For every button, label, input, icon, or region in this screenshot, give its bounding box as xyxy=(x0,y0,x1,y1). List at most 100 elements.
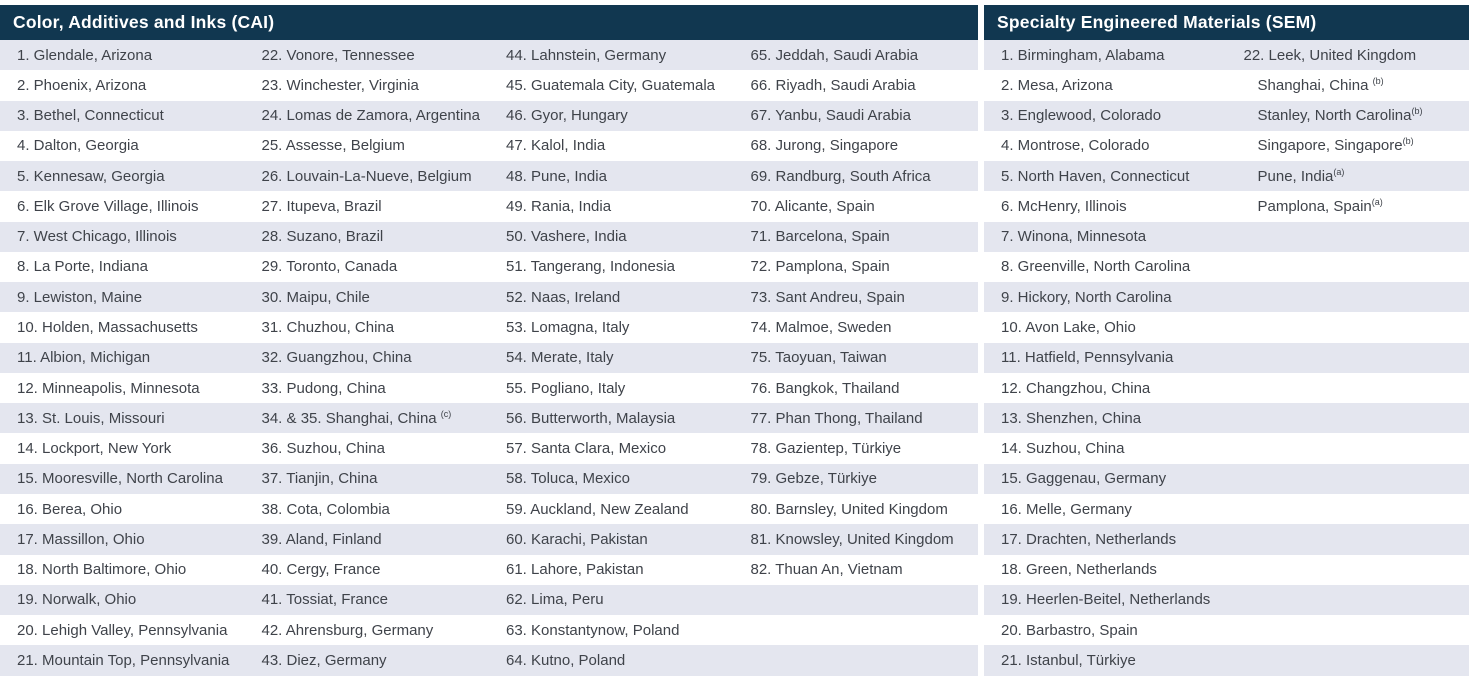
location-cell: 53. Lomagna, Italy xyxy=(506,319,630,337)
table-row: 18. Green, Netherlands xyxy=(984,554,1469,585)
table-row: 17. Drachten, Netherlands xyxy=(984,524,1469,555)
location-cell: 30. Maipu, Chile xyxy=(261,288,370,306)
location-cell: 22. Leek, United Kingdom xyxy=(1243,46,1417,64)
location-cell: 5. North Haven, Connecticut xyxy=(1001,167,1190,185)
location-cell: Singapore, Singapore(b) xyxy=(1257,137,1414,155)
location-cell: 78. Gazientep, Türkiye xyxy=(750,440,902,458)
location-cell: 3. Englewood, Colorado xyxy=(1001,107,1162,125)
table-row: 2. Phoenix, Arizona 23. Winchester, Virgi… xyxy=(0,70,978,101)
location-cell: 9. Lewiston, Maine xyxy=(17,288,143,306)
table-row: 15. Mooresville, North Carolina 37. Tianj… xyxy=(0,463,978,494)
table-row: 1. Birmingham, Alabama 22. Leek, United K… xyxy=(984,40,1469,71)
location-cell: 75. Taoyuan, Taiwan xyxy=(750,349,887,367)
location-cell: 82. Thuan An, Vietnam xyxy=(750,561,903,579)
location-cell: 79. Gebze, Türkiye xyxy=(750,470,877,488)
table-row: 4. Montrose, Colorado Singapore, Singapor… xyxy=(984,130,1469,162)
sem-table-title: Specialty Engineered Materials (SEM) xyxy=(984,5,1469,40)
location-cell: 2. Mesa, Arizona xyxy=(1001,76,1113,94)
table-row: 7. Winona, Minnesota xyxy=(984,221,1469,252)
table-row: 11. Albion, Michigan 32. Guangzhou, China… xyxy=(0,342,978,373)
footnote-marker: (a) xyxy=(1333,167,1345,177)
table-row: 15. Gaggenau, Germany xyxy=(984,463,1469,494)
table-row: 16. Berea, Ohio 38. Cota, Colombia 59. Auc… xyxy=(0,493,978,525)
location-cell: 32. Guangzhou, China xyxy=(261,349,412,367)
location-cell: 48. Pune, India xyxy=(506,167,607,185)
location-cell: 64. Kutno, Poland xyxy=(506,651,626,669)
location-cell: 4. Montrose, Colorado xyxy=(1001,137,1150,155)
location-cell: 14. Lockport, New York xyxy=(17,440,172,458)
location-cell: 34. & 35. Shanghai, China (c) xyxy=(261,409,452,427)
location-cell: 61. Lahore, Pakistan xyxy=(506,561,644,579)
location-cell: 12. Changzhou, China xyxy=(1001,379,1151,397)
location-cell: 10. Holden, Massachusetts xyxy=(17,319,198,337)
location-cell: 18. North Baltimore, Ohio xyxy=(17,561,187,579)
table-row: 20. Lehigh Valley, Pennsylvania 42. Ahren… xyxy=(0,615,978,646)
location-cell: 38. Cota, Colombia xyxy=(261,500,390,518)
location-cell: 24. Lomas de Zamora, Argentina xyxy=(261,107,480,125)
location-cell: 10. Avon Lake, Ohio xyxy=(1001,319,1136,337)
table-body: 1. Glendale, Arizona 22. Vonore, Tennesse… xyxy=(0,40,978,676)
location-cell: 81. Knowsley, United Kingdom xyxy=(750,530,954,548)
location-cell: 15. Gaggenau, Germany xyxy=(1001,470,1167,488)
location-cell: 20. Lehigh Valley, Pennsylvania xyxy=(17,621,228,639)
location-cell: 52. Naas, Ireland xyxy=(506,288,621,306)
location-cell: 11. Hatfield, Pennsylvania xyxy=(1001,349,1174,367)
location-cell: 12. Minneapolis, Minnesota xyxy=(17,379,200,397)
location-cell: 9. Hickory, North Carolina xyxy=(1001,288,1172,306)
facilities-tables: Color, Additives and Inks (CAI) 1. Glend… xyxy=(0,5,1469,676)
location-cell: 14. Suzhou, China xyxy=(1001,440,1125,458)
location-cell: 27. Itupeva, Brazil xyxy=(261,197,382,215)
location-cell: 43. Diez, Germany xyxy=(261,651,387,669)
location-cell: 20. Barbastro, Spain xyxy=(1001,621,1138,639)
table-row: 14. Suzhou, China xyxy=(984,433,1469,464)
location-cell: 74. Malmoe, Sweden xyxy=(750,319,892,337)
location-cell: 44. Lahnstein, Germany xyxy=(506,46,667,64)
location-cell: 50. Vashere, India xyxy=(506,228,627,246)
location-cell: Pamplona, Spain(a) xyxy=(1257,197,1383,215)
location-cell: 5. Kennesaw, Georgia xyxy=(17,167,165,185)
location-cell: 51. Tangerang, Indonesia xyxy=(506,258,676,276)
location-cell: 59. Auckland, New Zealand xyxy=(506,500,689,518)
table-row: 7. West Chicago, Illinois 28. Suzano, Bra… xyxy=(0,221,978,252)
location-cell: 25. Assesse, Belgium xyxy=(261,137,405,155)
location-cell: 42. Ahrensburg, Germany xyxy=(261,621,434,639)
location-cell: 6. Elk Grove Village, Illinois xyxy=(17,197,199,215)
table-row: 5. North Haven, Connecticut Pune, India(a… xyxy=(984,161,1469,192)
cai-table-title: Color, Additives and Inks (CAI) xyxy=(0,5,978,40)
location-cell: 68. Jurong, Singapore xyxy=(750,137,899,155)
location-cell: 80. Barnsley, United Kingdom xyxy=(750,500,948,518)
table-row: 12. Changzhou, China xyxy=(984,372,1469,404)
location-cell: 41. Tossiat, France xyxy=(261,591,388,609)
location-cell: 66. Riyadh, Saudi Arabia xyxy=(750,76,916,94)
location-cell: 65. Jeddah, Saudi Arabia xyxy=(750,46,919,64)
location-cell: 39. Aland, Finland xyxy=(261,530,382,548)
location-cell: 8. La Porte, Indiana xyxy=(17,258,148,276)
table-row: 4. Dalton, Georgia 25. Assesse, Belgium 47… xyxy=(0,130,978,162)
location-cell: 60. Karachi, Pakistan xyxy=(506,530,648,548)
location-cell: 6. McHenry, Illinois xyxy=(1001,197,1127,215)
table-row: 5. Kennesaw, Georgia 26. Louvain-La-Nueve… xyxy=(0,161,978,192)
location-cell: 69. Randburg, South Africa xyxy=(750,167,931,185)
location-cell: Pune, India(a) xyxy=(1257,167,1345,185)
location-cell: 21. Mountain Top, Pennsylvania xyxy=(17,651,230,669)
table-row: 6. Elk Grove Village, Illinois 27. Itupev… xyxy=(0,191,978,222)
table-row: 9. Hickory, North Carolina xyxy=(984,282,1469,313)
location-cell: 19. Norwalk, Ohio xyxy=(17,591,137,609)
table-row: 14. Lockport, New York 36. Suzhou, China 5… xyxy=(0,433,978,464)
location-cell: 47. Kalol, India xyxy=(506,137,606,155)
location-cell: 67. Yanbu, Saudi Arabia xyxy=(750,107,911,125)
table-row: 18. North Baltimore, Ohio 40. Cergy, Fran… xyxy=(0,554,978,585)
footnote-marker: (b) xyxy=(1372,76,1384,86)
location-cell: 31. Chuzhou, China xyxy=(261,319,395,337)
table-row: 17. Massillon, Ohio 39. Aland, Finland 60.… xyxy=(0,524,978,555)
location-cell: 33. Pudong, China xyxy=(261,379,386,397)
location-cell: 49. Rania, India xyxy=(506,197,612,215)
location-cell: 29. Toronto, Canada xyxy=(261,258,398,276)
location-cell: 17. Drachten, Netherlands xyxy=(1001,530,1177,548)
table-row: 19. Norwalk, Ohio 41. Tossiat, France 62. … xyxy=(0,584,978,616)
location-cell: 16. Melle, Germany xyxy=(1001,500,1132,518)
table-row: 3. Bethel, Connecticut 24. Lomas de Zamor… xyxy=(0,100,978,131)
location-cell: 57. Santa Clara, Mexico xyxy=(506,440,667,458)
location-cell: 73. Sant Andreu, Spain xyxy=(750,288,905,306)
table-body: 1. Birmingham, Alabama 22. Leek, United K… xyxy=(984,40,1469,676)
